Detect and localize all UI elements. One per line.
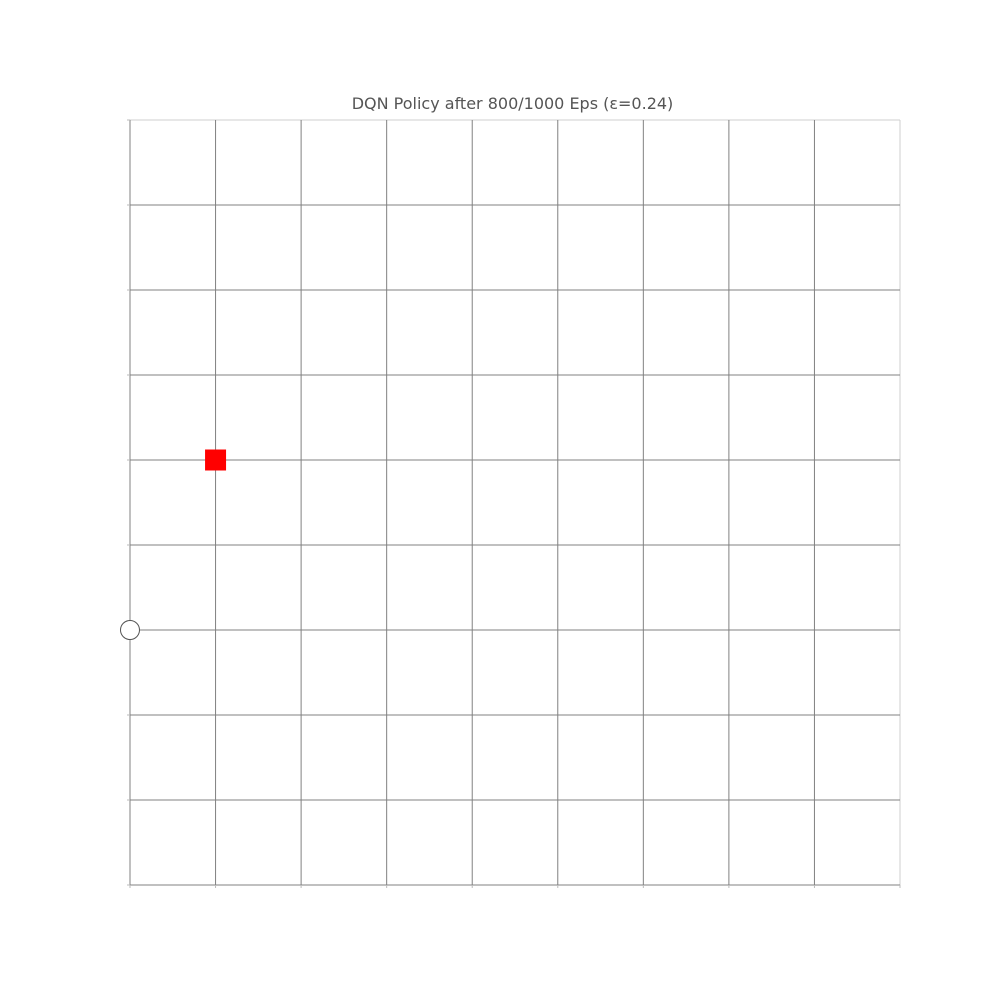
grid-layer [129,119,901,886]
marker-layer [120,449,227,640]
tick-layer [127,119,901,888]
goal-circle-marker [120,620,140,640]
chart-title: DQN Policy after 800/1000 Eps (ε=0.24) [351,94,674,113]
agent-square-marker [205,449,227,471]
